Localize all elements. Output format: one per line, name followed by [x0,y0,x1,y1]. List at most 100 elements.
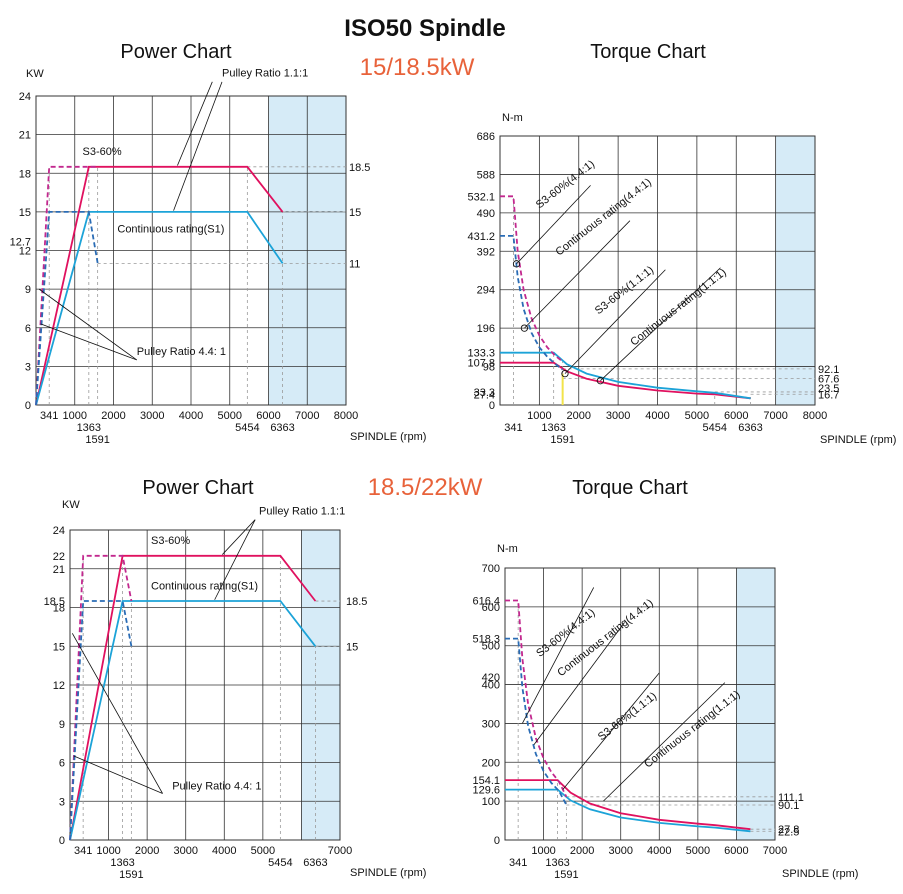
y-tick-label: 490 [477,208,495,220]
annotation: Pulley Ratio 4.4: 1 [137,346,226,358]
series-cont_11 [69,600,317,841]
annotation: Continuous rating(S1) [117,223,224,235]
x-tick-label: 3000 [608,845,632,857]
plot-frame [69,529,341,841]
curve-label: Continuous rating(4.4:1) [555,597,655,679]
leader-line [564,269,666,374]
x-tick-label-extra: 341 [40,410,58,422]
leader-line [173,81,223,211]
chart-panel-1: Torque Chart N-m SPINDLE (rpm) 0 98 196 294 392… [467,41,896,446]
y-tick-label: 9 [59,719,65,731]
point-marker [596,377,605,385]
x-axis-label: SPINDLE (rpm) [350,867,426,879]
x-tick-label: 3000 [173,845,197,857]
y-tick-label: 294 [477,285,495,297]
x-tick-label: 7000 [328,845,352,857]
series-s3_44 [69,554,133,841]
y-tick-label: 400 [482,680,500,692]
x-axis-label: SPINDLE (rpm) [782,868,858,880]
y-tick-label-extra: 420 [482,672,500,684]
y-tick-label: 98 [483,362,495,374]
x-axis-label: SPINDLE (rpm) [820,434,896,446]
x-tick-label: 5000 [686,845,710,857]
y-tick-label-extra: 431.2 [467,231,495,243]
y-tick-label: 500 [482,641,500,653]
right-value-label: 92.1 [818,364,839,376]
power-rating: 18.5/22kW [368,474,483,501]
curve-label: S3-60%(4.4:1) [534,158,597,211]
annotation: Pulley Ratio 4.4: 1 [172,781,261,793]
y-tick-label: 0 [59,835,65,847]
chart-panel-2: Power Chart 18.5/22kW KW SPINDLE (rpm) 0 3 6 9 1… [44,474,483,881]
y-tick-label: 18 [19,168,31,180]
leader-line [177,81,213,166]
x-tick-label-extra: 6363 [270,422,294,434]
y-tick-label: 100 [482,796,500,808]
y-axis-label: KW [26,68,44,80]
panel-title: Torque Chart [590,41,706,63]
x-tick-label: 7000 [763,845,787,857]
annotation: S3-60% [151,535,190,547]
y-axis-label: N-m [502,112,523,124]
x-tick-label: 4000 [647,845,671,857]
y-tick-label: 200 [482,757,500,769]
x-tick-label-extra: 1591 [550,434,574,446]
right-value-label: 16.7 [818,389,839,401]
leader-line [222,519,256,555]
x-tick-label: 8000 [803,410,827,422]
y-tick-label: 24 [19,91,31,103]
y-tick-label: 392 [477,246,495,258]
x-tick-label: 6000 [724,410,748,422]
series-cont_11 [505,788,751,833]
y-tick-label: 12 [19,246,31,258]
grid [70,529,341,841]
y-tick-label: 196 [477,323,495,335]
leader-line [73,755,163,794]
leader-line [524,220,631,329]
figure-title: ISO50 Spindle [344,15,505,42]
plot-frame [504,567,776,841]
grid [500,135,816,406]
leader-line [522,587,595,724]
series-s3_11 [69,554,317,841]
chart-panel-3: Torque Chart N-m SPINDLE (rpm) 0 100 200 300 40… [472,477,858,881]
y-tick-label: 6 [59,758,65,770]
y-tick-label-extra: 33.3 [474,387,495,399]
right-value-label: 15 [346,641,358,653]
right-value-label: 90.1 [778,800,799,812]
y-tick-label-extra: 107.8 [467,358,495,370]
right-value-label: 18.5 [346,596,367,608]
x-tick-label: 2000 [570,845,594,857]
y-tick-label: 3 [59,796,65,808]
x-tick-label: 5000 [218,410,242,422]
y-tick-label: 0 [489,400,495,412]
x-tick-label-extra: 1591 [85,434,109,446]
y-tick-label: 700 [482,563,500,575]
y-tick-label-extra: 129.6 [472,785,500,797]
y-tick-label-extra: 518.3 [472,634,500,646]
x-tick-label: 1000 [63,410,87,422]
x-tick-label-extra: 1363 [541,422,565,434]
x-tick-label-extra: 341 [74,845,92,857]
point-marker [520,324,529,332]
x-tick-label: 6000 [724,845,748,857]
y-tick-label: 21 [53,564,65,576]
chart-panel-0: Power Chart 15/18.5kW KW SPINDLE (rpm) 0 3 6 9 1… [10,41,475,446]
y-tick-label-extra: 12.7 [10,236,31,248]
x-tick-label-extra: 1591 [554,869,578,881]
x-tick-label-extra: 341 [504,422,522,434]
x-tick-label: 7000 [763,410,787,422]
y-axis-label: KW [62,499,80,511]
y-tick-label: 15 [19,207,31,219]
y-tick-label-extra: 27.4 [474,389,495,401]
right-value-label: 67.6 [818,373,839,385]
right-value-label: 22.5 [778,826,799,838]
annotation: S3-60% [83,146,122,158]
x-tick-label: 1000 [531,845,555,857]
x-tick-label: 4000 [212,845,236,857]
x-tick-label-extra: 1363 [77,422,101,434]
curve-label: S3-60%(1.1:1) [593,264,656,317]
point-marker [512,260,521,268]
y-tick-label: 9 [25,284,31,296]
x-tick-label: 3000 [606,410,630,422]
